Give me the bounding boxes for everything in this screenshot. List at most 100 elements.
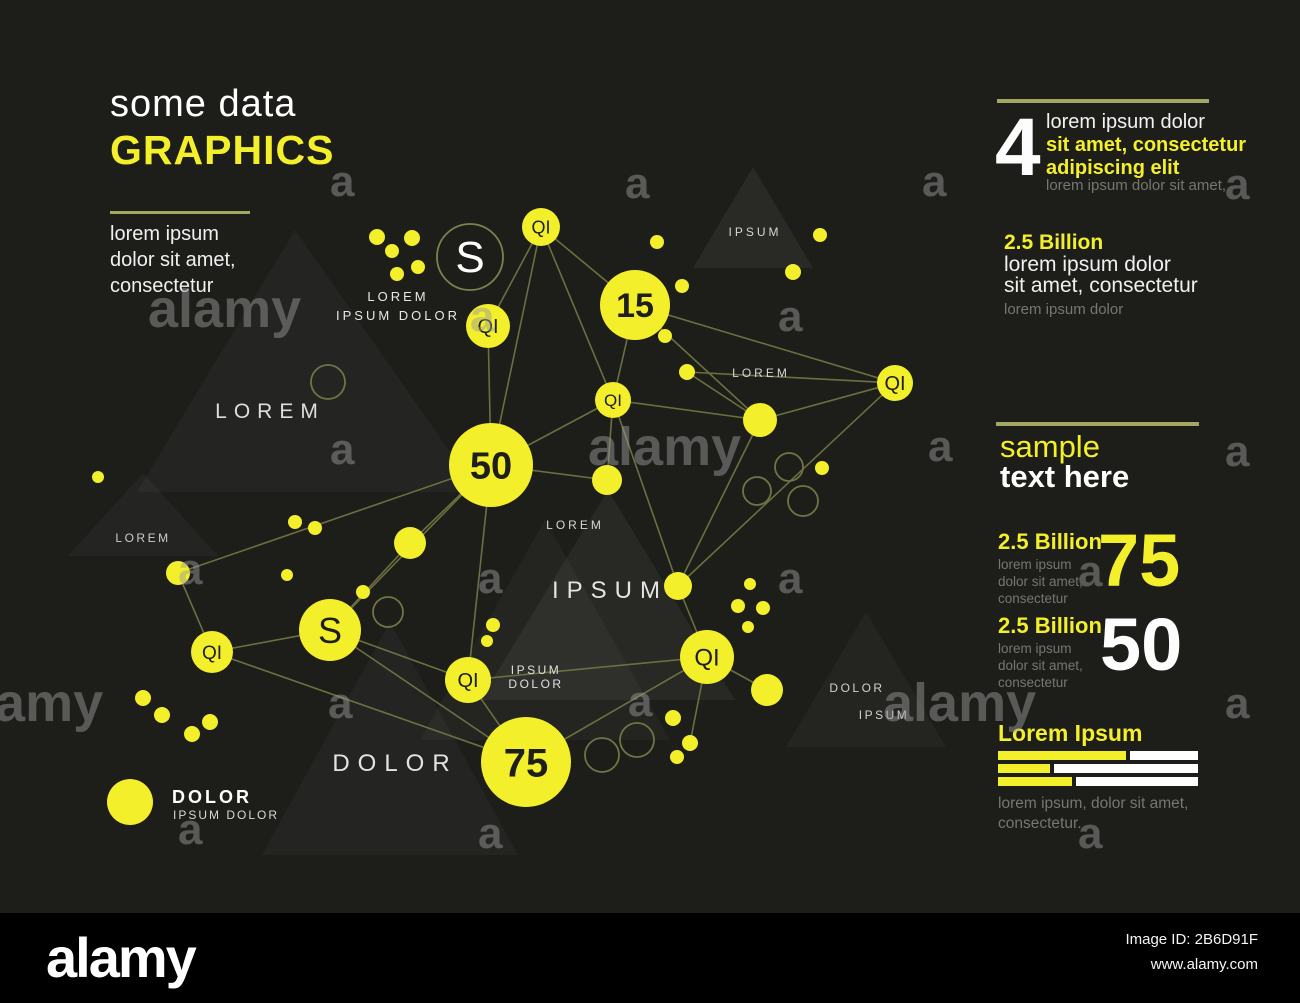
qi-node-label: QI: [202, 643, 222, 664]
stat50-value: 50: [1100, 603, 1183, 686]
qi-node-label: QI: [457, 670, 478, 692]
network-diagram: S QI QI QI QI QI QI QI 15 50 75 S LOREM IPSUM DOLOR LO…: [92, 167, 913, 807]
scatter-dot: [813, 228, 827, 242]
scatter-dot: [411, 260, 425, 274]
network-edge: [211, 651, 526, 763]
scatter-dot: [92, 471, 104, 483]
stat50-muted-line: consectetur: [998, 675, 1068, 690]
legend-title: DOLOR: [172, 787, 252, 807]
sample-line-1: sample: [1000, 429, 1100, 464]
network-edge: [612, 399, 761, 421]
triangle-label: DOLOR: [508, 677, 563, 691]
billion-line: sit amet, consectetur: [1004, 274, 1198, 297]
footer-info: Image ID: 2B6D91F www.alamy.com: [1125, 927, 1258, 977]
network-edge: [612, 399, 679, 587]
qi-node: [445, 657, 491, 703]
intro-paragraph: lorem ipsum dolor sit amet, consectetur: [110, 221, 236, 299]
stat50-muted-line: lorem ipsum: [998, 641, 1072, 656]
bars-muted-line: lorem ipsum, dolor sit amet,: [998, 795, 1189, 812]
billion-line: lorem ipsum dolor: [1004, 252, 1171, 276]
value-node-label: 75: [504, 741, 549, 785]
scatter-dot: [385, 244, 399, 258]
scatter-dot: [815, 461, 829, 475]
triangle-label: IPSUM DOLOR: [336, 308, 460, 323]
scatter-dot: [670, 750, 684, 764]
network-edge: [177, 464, 492, 574]
qi-node: [680, 630, 734, 684]
network-edge: [634, 304, 896, 384]
stat75-block: 2.5 Billion lorem ipsum dolor sit amet, …: [998, 531, 1258, 607]
qi-node-label: QI: [884, 373, 905, 395]
scatter-dot: [281, 569, 293, 581]
scatter-dot: [679, 364, 695, 380]
bar-row: [998, 751, 1198, 760]
scatter-dot: [756, 601, 770, 615]
plain-node: [592, 465, 622, 495]
ring-node: [310, 364, 346, 400]
scatter-dot: [481, 635, 493, 647]
plain-node: [751, 674, 783, 706]
scatter-dot: [369, 229, 385, 245]
triangle-label: LOREM: [367, 289, 428, 304]
scatter-dot: [665, 710, 681, 726]
intro-line: lorem ipsum: [110, 223, 219, 245]
ring-node: [787, 485, 819, 517]
value-node: [481, 717, 571, 807]
network-edge: [677, 382, 896, 587]
scatter-dot: [675, 279, 689, 293]
plain-node: [394, 527, 426, 559]
scatter-dot: [658, 329, 672, 343]
scatter-dot: [202, 714, 218, 730]
stat75-value: 75: [1098, 519, 1181, 602]
legend-subtitle: IPSUM DOLOR: [173, 808, 280, 822]
right-panel-divider-middle: [996, 422, 1199, 426]
background-triangle: [480, 490, 735, 700]
plain-node: [664, 572, 692, 600]
scatter-dot: [356, 585, 370, 599]
sample-heading: sample text here: [1000, 429, 1129, 492]
scatter-dot: [744, 578, 756, 590]
s-ring-label: S: [455, 233, 484, 282]
scatter-dot: [742, 621, 754, 633]
stat50-label: 2.5 Billion: [998, 613, 1102, 638]
stat50-muted-line: dolor sit amet,: [998, 658, 1083, 673]
triangle-label: IPSUM: [552, 577, 668, 604]
stat75-muted-line: dolor sit amet,: [998, 574, 1083, 589]
bars-muted-text: lorem ipsum, dolor sit amet, consectetur…: [998, 794, 1188, 834]
stat75-muted-line: consectetur: [998, 591, 1068, 606]
intro-line: dolor sit amet,: [110, 249, 236, 271]
bar-row: [998, 764, 1198, 773]
value-node-label: 15: [616, 287, 654, 325]
scatter-dot: [135, 690, 151, 706]
intro-line: consectetur: [110, 275, 214, 297]
scatter-dot: [308, 521, 322, 535]
scatter-dot: [650, 235, 664, 249]
background-triangle: [693, 167, 813, 268]
qi-node: [522, 208, 560, 246]
triangle-label: DOLOR: [829, 681, 884, 695]
qi-node: [466, 304, 510, 348]
bar-segment-yellow: [998, 751, 1126, 760]
ring-node: [774, 452, 804, 482]
bar-segment-white: [1076, 777, 1198, 786]
value-node: [449, 423, 533, 507]
stat50-muted: lorem ipsum dolor sit amet, consectetur: [998, 640, 1258, 691]
stat4-line: adipiscing elit: [1046, 157, 1180, 179]
stat50-block: 2.5 Billion lorem ipsum dolor sit amet, …: [998, 615, 1258, 691]
triangle-label: IPSUM: [728, 225, 781, 239]
bar-segment-yellow: [998, 777, 1072, 786]
qi-node-label: QI: [531, 217, 550, 237]
billion-label: 2.5 Billion: [1004, 231, 1104, 254]
network-edge: [540, 226, 614, 401]
ring-node: [372, 596, 404, 628]
triangle-label: DOLOR: [332, 750, 457, 777]
title-line-2: GRAPHICS: [110, 126, 335, 173]
stat75-muted-line: lorem ipsum: [998, 557, 1072, 572]
stat4-line: lorem ipsum dolor: [1046, 111, 1205, 133]
qi-node: [877, 365, 913, 401]
value-node-label: 50: [470, 446, 512, 488]
network-edge: [686, 371, 896, 384]
scatter-dot: [486, 618, 500, 632]
title-line-1: some data: [110, 83, 297, 125]
